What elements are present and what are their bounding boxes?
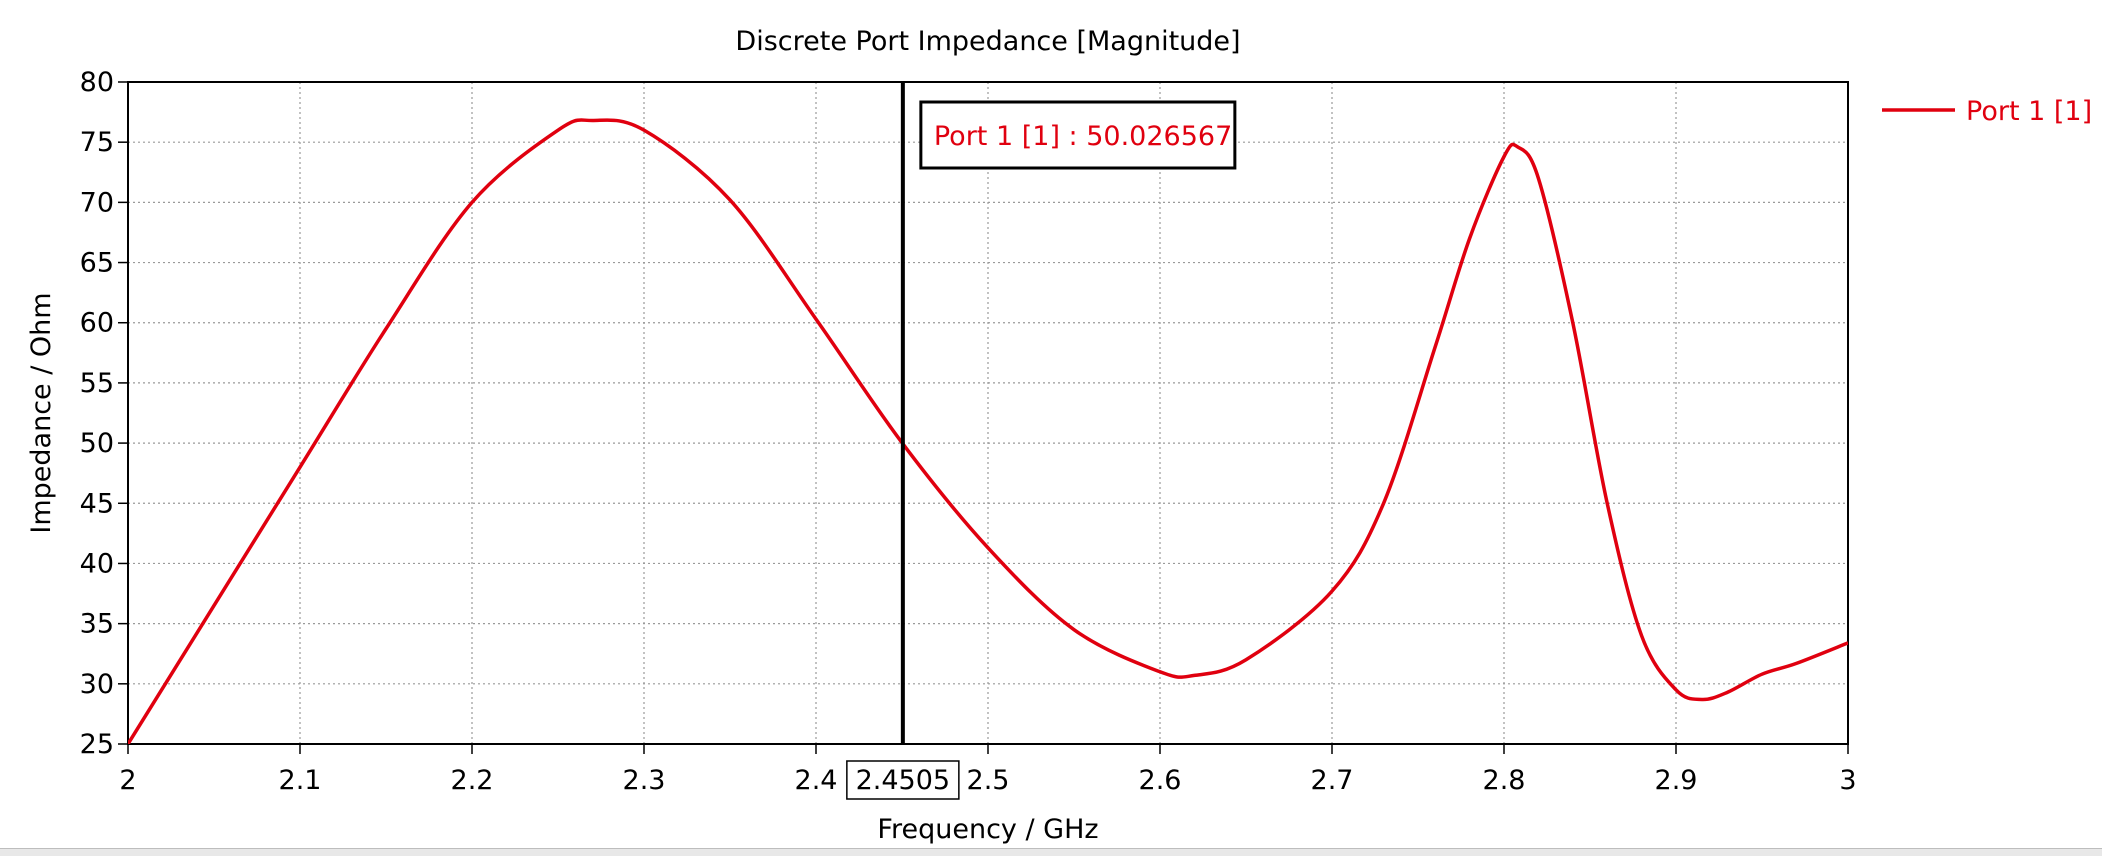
x-tick-label: 2.1 <box>279 765 322 796</box>
x-tick-label: 2.9 <box>1655 765 1698 796</box>
x-tick-label: 2.8 <box>1483 765 1526 796</box>
x-tick-label: 2.5 <box>967 765 1010 796</box>
y-tick-label: 40 <box>80 548 114 579</box>
y-axis-label: Impedance / Ohm <box>26 292 57 533</box>
x-tick-label: 2.2 <box>451 765 494 796</box>
y-tick-label: 30 <box>80 669 114 700</box>
y-axis: 25 30 35 40 45 50 55 60 65 70 75 80 <box>80 67 128 760</box>
y-tick-label: 25 <box>80 729 114 760</box>
marker-x-value-label: 2.4505 <box>856 765 950 796</box>
legend: Port 1 [1] <box>1882 96 2092 127</box>
x-tick-label: 2.3 <box>623 765 666 796</box>
series-line-port-1 <box>128 118 1848 744</box>
x-tick-label: 3 <box>1839 765 1856 796</box>
x-tick-label: 2.4 <box>795 765 838 796</box>
grid <box>128 82 1848 744</box>
marker-x-value-box <box>846 760 960 800</box>
x-tick-label: 2 <box>119 765 136 796</box>
y-tick-label: 70 <box>80 187 114 218</box>
x-tick-label: 2.6 <box>1139 765 1182 796</box>
chart-title: Discrete Port Impedance [Magnitude] <box>735 26 1240 57</box>
y-tick-label: 60 <box>80 308 114 339</box>
y-tick-label: 50 <box>80 428 114 459</box>
window-bottom-border <box>0 848 2102 856</box>
y-tick-label: 80 <box>80 67 114 98</box>
x-axis-label: Frequency / GHz <box>877 814 1098 845</box>
y-tick-label: 35 <box>80 609 114 640</box>
y-tick-label: 65 <box>80 248 114 279</box>
y-tick-label: 55 <box>80 368 114 399</box>
legend-label-port-1: Port 1 [1] <box>1966 96 2092 127</box>
x-axis: 2 2.1 2.2 2.3 2.4 2.5 2.6 2.7 2.8 2.9 3 <box>119 744 1857 796</box>
x-tick-label: 2.7 <box>1311 765 1354 796</box>
y-tick-label: 45 <box>80 488 114 519</box>
marker-readout-box <box>919 100 1237 170</box>
y-tick-label: 75 <box>80 127 114 158</box>
marker-readout-text: Port 1 [1] : 50.026567 <box>934 121 1232 152</box>
